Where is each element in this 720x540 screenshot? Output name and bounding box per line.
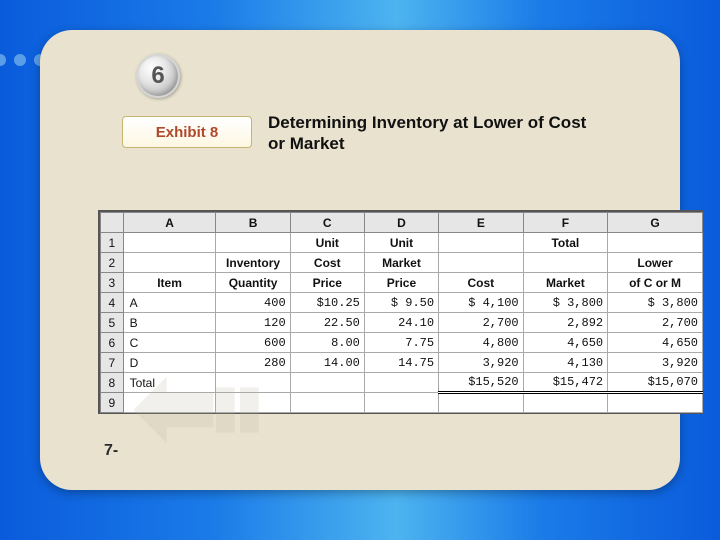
watermark-icon: [120, 350, 280, 470]
chapter-number: 6: [151, 62, 164, 90]
slide-title: Determining Inventory at Lower of Cost o…: [268, 112, 608, 155]
table-row: 3 Item Quantity Price Price Cost Market …: [101, 273, 703, 293]
exhibit-badge: Exhibit 8: [122, 116, 252, 148]
chapter-badge: 6: [136, 54, 180, 98]
table-row: 5 B 120 22.50 24.10 2,700 2,892 2,700: [101, 313, 703, 333]
col-letter-row: A B C D E F G: [101, 213, 703, 233]
content-card: 6 Exhibit 8 Determining Inventory at Low…: [40, 30, 680, 490]
page-number: 7-: [104, 442, 118, 460]
exhibit-label: Exhibit 8: [156, 124, 219, 141]
table-row: 1 Unit Unit Total: [101, 233, 703, 253]
table-row: 4 A 400 $10.25 $ 9.50 $ 4,100 $ 3,800 $ …: [101, 293, 703, 313]
table-row: 2 Inventory Cost Market Lower: [101, 253, 703, 273]
